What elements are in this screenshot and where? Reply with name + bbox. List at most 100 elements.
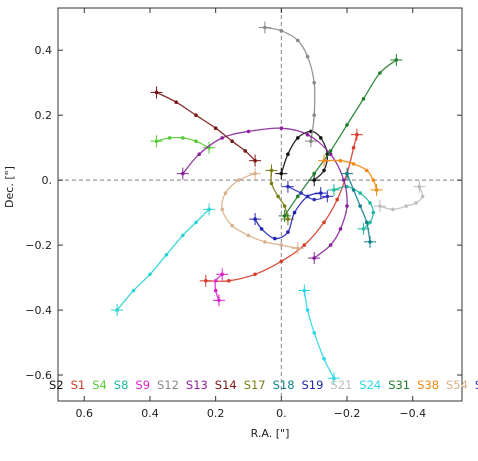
- data-point-s19: [273, 236, 277, 241]
- legend-item-s24: S24: [359, 378, 381, 392]
- data-point-s19: [292, 210, 297, 215]
- data-point-s6: [148, 272, 152, 277]
- data-point-s1: [335, 197, 340, 202]
- x-tick-label: 0.6: [76, 407, 94, 420]
- x-tick-label: 0.: [276, 407, 287, 420]
- data-point-s12: [305, 54, 310, 59]
- legend-item-s55: S55: [475, 378, 478, 392]
- series-s2: [275, 129, 330, 187]
- data-point-s13: [197, 152, 201, 156]
- y-tick-label: 0.4: [35, 44, 53, 57]
- data-point-s9: [213, 279, 218, 283]
- data-point-s2: [296, 136, 300, 140]
- series-line-s14: [156, 91, 256, 162]
- data-point-s14: [174, 100, 178, 104]
- data-point-s14: [194, 113, 198, 117]
- data-point-s13: [338, 227, 343, 231]
- data-point-s12: [312, 113, 317, 117]
- data-point-s8: [371, 210, 376, 215]
- data-point-s14: [213, 126, 218, 130]
- data-point-s55: [312, 197, 317, 202]
- y-tick-label: 0.2: [35, 109, 53, 122]
- data-point-s9: [213, 288, 218, 293]
- data-point-s13: [279, 126, 284, 130]
- y-tick-label: 0.: [42, 174, 53, 187]
- legend-item-s9: S9: [135, 378, 150, 392]
- data-point-s54: [220, 207, 224, 212]
- data-point-s54: [223, 191, 228, 195]
- series-s14: [150, 86, 262, 167]
- series-line-s6: [116, 208, 210, 311]
- data-point-s31: [296, 194, 300, 199]
- legend-item-s1: S1: [71, 378, 86, 392]
- data-point-s6: [181, 233, 185, 238]
- series-line-s1: [205, 134, 358, 282]
- data-point-s1: [279, 259, 284, 264]
- series-s38: [318, 154, 383, 196]
- legend-item-s19: S19: [302, 378, 324, 392]
- data-point-s19: [259, 227, 264, 231]
- data-point-s18: [358, 204, 363, 208]
- data-point-s38: [371, 178, 376, 182]
- data-point-s21: [391, 207, 395, 212]
- data-point-s31: [312, 171, 317, 176]
- series-line-s17: [270, 170, 289, 220]
- legend-item-s2: S2: [49, 378, 64, 392]
- x-tick-label: 0.4: [141, 407, 159, 420]
- data-point-s13: [345, 204, 349, 208]
- data-point-s31: [361, 97, 366, 101]
- legend-item-s17: S17: [244, 378, 266, 392]
- data-point-s19: [286, 230, 290, 234]
- legend-item-s4: S4: [92, 378, 107, 392]
- data-point-s6: [131, 288, 136, 293]
- series-s21: [373, 180, 426, 213]
- data-point-s1: [351, 145, 356, 150]
- data-point-s31: [328, 149, 333, 153]
- data-point-s12: [296, 38, 300, 43]
- data-point-s2: [322, 168, 326, 173]
- legend-item-s18: S18: [273, 378, 295, 392]
- series-line-s21: [379, 186, 424, 211]
- data-point-s1: [322, 220, 326, 225]
- data-point-s14: [243, 149, 247, 153]
- legend-item-s8: S8: [114, 378, 129, 392]
- series-s9: [212, 268, 229, 307]
- data-point-s13: [246, 129, 251, 134]
- data-point-s31: [378, 71, 382, 75]
- data-point-s38: [338, 158, 343, 163]
- data-point-s21: [414, 201, 418, 205]
- series-line-s55: [287, 186, 328, 201]
- y-tick-label: −0.6: [25, 369, 52, 382]
- data-point-s1: [227, 279, 231, 283]
- series-line-s9: [214, 273, 223, 301]
- y-tick-label: −0.4: [25, 304, 52, 317]
- data-point-s54: [263, 240, 267, 244]
- data-point-s24: [322, 357, 326, 361]
- legend-item-s54: S54: [446, 378, 468, 392]
- x-tick-label: 0.2: [207, 407, 225, 420]
- legend: S2 S1 S4 S8 S9 S12 S13 S14 S17 S18 S19 S21 S24 S31 S38…: [49, 378, 478, 392]
- series-s4: [150, 135, 216, 154]
- data-point-s38: [364, 168, 369, 173]
- data-point-s2: [286, 152, 290, 156]
- data-point-s8: [368, 220, 372, 225]
- data-point-s17: [282, 204, 287, 208]
- legend-item-s13: S13: [186, 378, 208, 392]
- series-s17: [265, 164, 294, 226]
- data-point-s24: [312, 331, 317, 335]
- x-tick-label: −0.2: [334, 407, 361, 420]
- data-point-s13: [342, 178, 346, 182]
- series-line-s24: [303, 290, 335, 379]
- legend-item-s38: S38: [417, 378, 439, 392]
- series-line-s31: [284, 59, 397, 217]
- x-tick-label: −0.4: [399, 407, 426, 420]
- legend-item-s14: S14: [215, 378, 237, 392]
- series-s13: [176, 126, 349, 265]
- data-point-s55: [299, 191, 303, 195]
- data-point-s13: [305, 132, 310, 137]
- data-point-s54: [279, 243, 284, 247]
- series-s6: [111, 203, 216, 317]
- data-point-s38: [351, 162, 356, 166]
- data-point-s54: [236, 178, 241, 182]
